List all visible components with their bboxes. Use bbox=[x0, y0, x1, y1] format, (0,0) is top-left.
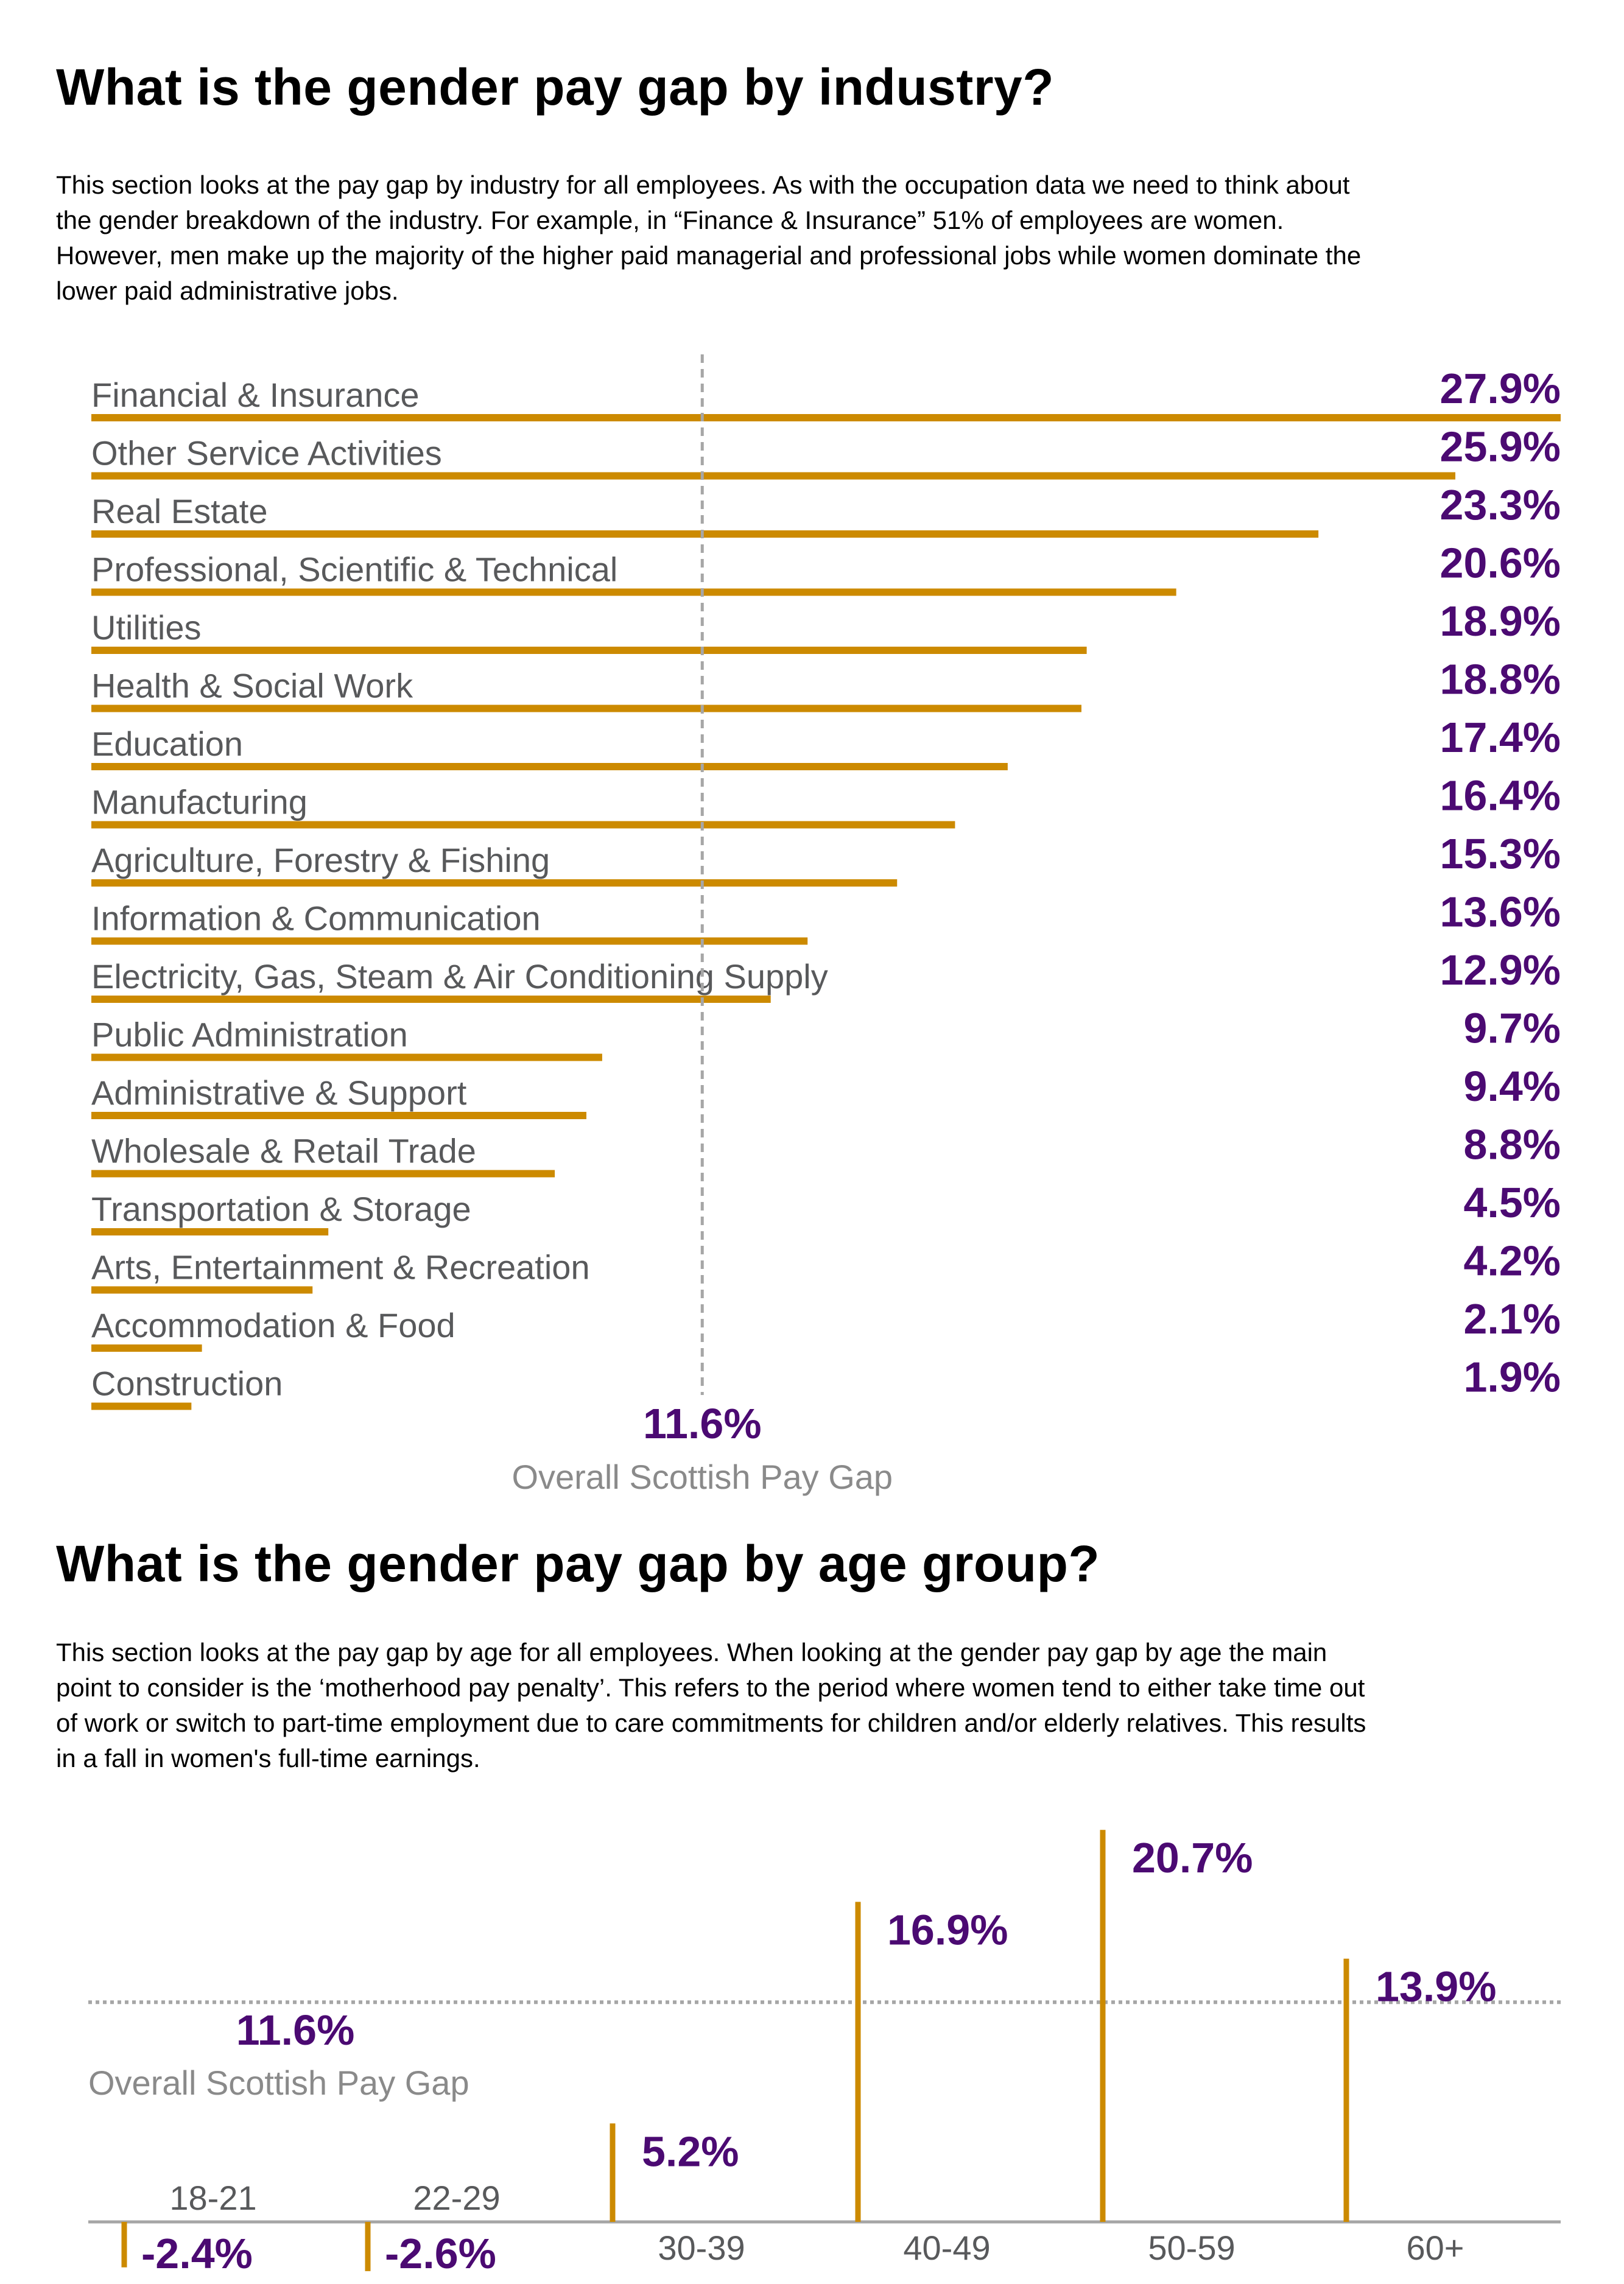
age-section-title: What is the gender pay gap by age group? bbox=[56, 1535, 1100, 1592]
bar bbox=[1343, 1958, 1349, 2222]
bar bbox=[91, 530, 1319, 538]
value-label: 16.4% bbox=[1440, 772, 1561, 820]
bar bbox=[91, 1402, 192, 1410]
value-label: 25.9% bbox=[1440, 423, 1561, 471]
bar bbox=[91, 763, 1008, 770]
bar bbox=[91, 472, 1456, 480]
category-label: Real Estate bbox=[91, 492, 268, 530]
category-label: Professional, Scientific & Technical bbox=[91, 550, 617, 589]
bar bbox=[610, 2123, 616, 2222]
bar bbox=[91, 1053, 602, 1061]
bar bbox=[91, 1170, 555, 1178]
industry-section-title: What is the gender pay gap by industry? bbox=[56, 58, 1055, 116]
value-label: 15.3% bbox=[1440, 830, 1561, 877]
value-label: 5.2% bbox=[642, 2128, 739, 2175]
paragraph-line: the gender breakdown of the industry. Fo… bbox=[56, 206, 1284, 234]
bar bbox=[91, 705, 1081, 712]
paragraph-line: of work or switch to part-time employmen… bbox=[56, 1709, 1366, 1737]
category-label: Wholesale & Retail Trade bbox=[91, 1132, 476, 1170]
category-label: 22-29 bbox=[413, 2179, 500, 2217]
category-label: 18-21 bbox=[169, 2179, 256, 2217]
bar bbox=[91, 1344, 202, 1352]
category-label: Other Service Activities bbox=[91, 434, 442, 473]
value-label: 4.2% bbox=[1463, 1237, 1561, 1285]
value-label: 20.7% bbox=[1132, 1834, 1253, 1882]
bar bbox=[91, 1112, 586, 1119]
value-label: 8.8% bbox=[1463, 1121, 1561, 1168]
category-label: Transportation & Storage bbox=[91, 1190, 471, 1228]
category-label: Accommodation & Food bbox=[91, 1306, 455, 1344]
value-label: 9.7% bbox=[1463, 1005, 1561, 1052]
bar bbox=[91, 879, 898, 887]
category-label: Manufacturing bbox=[91, 783, 308, 821]
category-label: Education bbox=[91, 725, 243, 763]
bar bbox=[855, 1902, 861, 2222]
value-label: 13.9% bbox=[1376, 1963, 1496, 2011]
value-label: 17.4% bbox=[1440, 714, 1561, 761]
value-label: 4.5% bbox=[1463, 1179, 1561, 1226]
age-section-description: This section looks at the pay gap by age… bbox=[56, 1635, 1366, 1776]
industry-pay-gap-chart: Financial & Insurance 27.9% Other Service … bbox=[91, 354, 1561, 1496]
bar bbox=[91, 821, 955, 829]
category-label: Administrative & Support bbox=[91, 1073, 467, 1112]
bar bbox=[91, 1228, 329, 1235]
value-label: 23.3% bbox=[1440, 481, 1561, 529]
category-label: 60+ bbox=[1407, 2229, 1464, 2267]
value-label: 20.6% bbox=[1440, 539, 1561, 587]
value-label: 18.8% bbox=[1440, 656, 1561, 703]
reference-caption: Overall Scottish Pay Gap bbox=[88, 2064, 469, 2102]
value-label: 2.1% bbox=[1463, 1295, 1561, 1343]
paragraph-line: point to consider is the ‘motherhood pay… bbox=[56, 1673, 1365, 1702]
bar bbox=[1100, 1830, 1106, 2222]
bar bbox=[91, 414, 1561, 421]
value-label: -2.6% bbox=[385, 2230, 496, 2277]
category-label: 50-59 bbox=[1148, 2229, 1235, 2267]
category-label: Construction bbox=[91, 1365, 283, 1403]
bar bbox=[121, 2222, 127, 2268]
paragraph-line: lower paid administrative jobs. bbox=[56, 276, 399, 305]
reference-value-label: 11.6% bbox=[236, 2006, 355, 2054]
value-label: 12.9% bbox=[1440, 946, 1561, 994]
bar bbox=[91, 588, 1176, 596]
value-label: 13.6% bbox=[1440, 888, 1561, 936]
category-label: Health & Social Work bbox=[91, 667, 413, 705]
bar bbox=[91, 996, 771, 1003]
value-label: 9.4% bbox=[1463, 1063, 1561, 1110]
paragraph-line: This section looks at the pay gap by ind… bbox=[56, 170, 1350, 199]
category-label: Electricity, Gas, Steam & Air Conditioni… bbox=[91, 957, 828, 996]
category-label: Financial & Insurance bbox=[91, 376, 420, 414]
category-label: Agriculture, Forestry & Fishing bbox=[91, 841, 550, 879]
category-label: Information & Communication bbox=[91, 899, 541, 938]
category-label: Public Administration bbox=[91, 1016, 408, 1054]
paragraph-line: in a fall in women's full-time earnings. bbox=[56, 1744, 480, 1773]
paragraph-line: However, men make up the majority of the… bbox=[56, 241, 1362, 270]
bar bbox=[365, 2222, 371, 2271]
category-label: Utilities bbox=[91, 608, 201, 647]
bar bbox=[91, 937, 808, 945]
value-label: -2.4% bbox=[141, 2230, 253, 2277]
category-label: Arts, Entertainment & Recreation bbox=[91, 1248, 590, 1287]
value-label: 18.9% bbox=[1440, 597, 1561, 645]
value-label: 27.9% bbox=[1440, 365, 1561, 412]
value-label: 16.9% bbox=[887, 1906, 1008, 1953]
reference-value-label: 11.6% bbox=[643, 1400, 762, 1447]
value-label: 1.9% bbox=[1463, 1354, 1561, 1401]
category-label: 30-39 bbox=[658, 2229, 745, 2267]
industry-section-description: This section looks at the pay gap by ind… bbox=[56, 167, 1361, 309]
paragraph-line: This section looks at the pay gap by age… bbox=[56, 1638, 1327, 1667]
bar bbox=[91, 647, 1087, 654]
reference-caption: Overall Scottish Pay Gap bbox=[511, 1458, 893, 1496]
category-label: 40-49 bbox=[903, 2229, 990, 2267]
bar bbox=[91, 1286, 313, 1294]
